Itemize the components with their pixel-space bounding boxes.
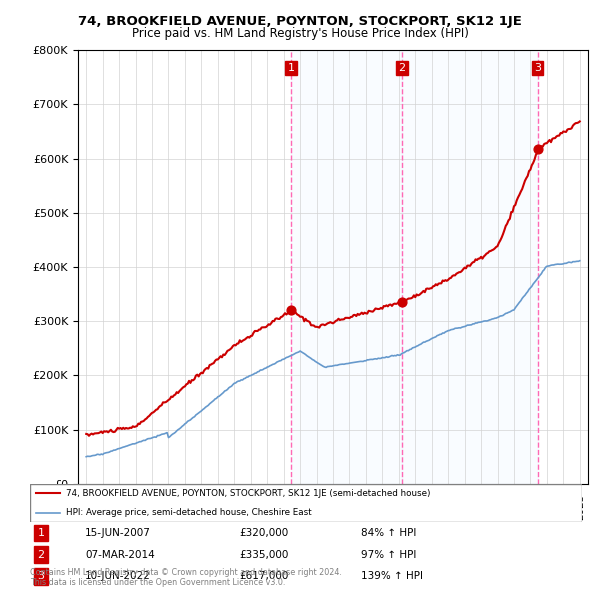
FancyBboxPatch shape xyxy=(30,484,582,522)
Text: Contains HM Land Registry data © Crown copyright and database right 2024.
This d: Contains HM Land Registry data © Crown c… xyxy=(30,568,342,587)
Point xyxy=(397,297,407,307)
Text: £335,000: £335,000 xyxy=(240,550,289,559)
Text: 84% ↑ HPI: 84% ↑ HPI xyxy=(361,528,416,538)
Text: 1: 1 xyxy=(38,528,44,538)
Text: 10-JUN-2022: 10-JUN-2022 xyxy=(85,571,151,581)
Text: 97% ↑ HPI: 97% ↑ HPI xyxy=(361,550,416,559)
Text: £320,000: £320,000 xyxy=(240,528,289,538)
Bar xyxy=(402,50,538,484)
Point xyxy=(286,306,296,315)
Text: 15-JUN-2007: 15-JUN-2007 xyxy=(85,528,151,538)
Text: 139% ↑ HPI: 139% ↑ HPI xyxy=(361,571,423,581)
Text: 2: 2 xyxy=(398,63,406,73)
Text: 74, BROOKFIELD AVENUE, POYNTON, STOCKPORT, SK12 1JE (semi-detached house): 74, BROOKFIELD AVENUE, POYNTON, STOCKPOR… xyxy=(66,489,430,498)
Text: £617,000: £617,000 xyxy=(240,571,289,581)
Text: 1: 1 xyxy=(288,63,295,73)
Text: 3: 3 xyxy=(38,571,44,581)
Point xyxy=(533,145,542,154)
Text: 74, BROOKFIELD AVENUE, POYNTON, STOCKPORT, SK12 1JE: 74, BROOKFIELD AVENUE, POYNTON, STOCKPOR… xyxy=(78,15,522,28)
Text: 2: 2 xyxy=(37,550,44,559)
Text: HPI: Average price, semi-detached house, Cheshire East: HPI: Average price, semi-detached house,… xyxy=(66,508,311,517)
Text: 07-MAR-2014: 07-MAR-2014 xyxy=(85,550,155,559)
Text: 3: 3 xyxy=(534,63,541,73)
Text: Price paid vs. HM Land Registry's House Price Index (HPI): Price paid vs. HM Land Registry's House … xyxy=(131,27,469,40)
Bar xyxy=(291,50,402,484)
